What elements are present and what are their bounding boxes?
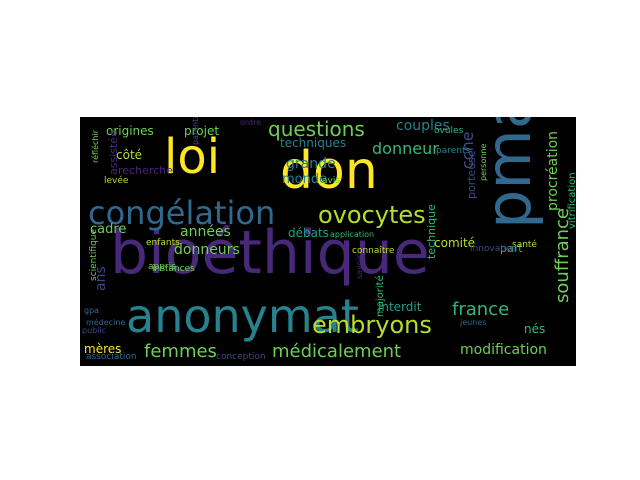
cloud-word: scientifique [89,228,99,281]
cloud-word: parents [436,146,471,156]
cloud-word: france [452,299,510,320]
cloud-word: interdit [378,300,422,314]
cloud-word: technique [425,204,438,259]
cloud-word: santé [512,240,537,250]
cloud-word: vitrification [567,172,576,229]
cloud-word: avis [322,176,341,186]
cloud-word: conception [216,352,266,362]
cloud-word: application [330,230,375,239]
cloud-word: modification [460,342,547,358]
cloud-word: savoir [355,254,364,279]
cloud-word: personne [479,143,488,181]
cloud-word: instances [152,264,195,274]
cloud-word: techniques [280,136,347,150]
cloud-word: monde [282,172,328,187]
cloud-word: enfants [146,238,180,248]
cloud-word: recherche [118,164,173,177]
cloud-word: mères [84,342,122,356]
cloud-word: embryons [312,311,432,339]
cloud-word: levée [104,176,129,186]
cloud-word: don [280,141,378,201]
cloud-word: couples [396,118,450,134]
cloud-word: médicalement [272,341,402,362]
cloud-word: cadre [90,222,127,237]
cloud-word: grande [286,156,336,172]
cloud-word: jeunes [460,318,487,327]
cloud-word: projet [184,124,220,138]
cloud-word: origines [106,124,154,138]
cloud-word: médecine [86,318,126,327]
cloud-word: loi [164,129,221,185]
cloud-word: comité [434,236,476,250]
cloud-word: donneurs [174,242,240,258]
cloud-word: ovocytes [318,201,426,229]
cloud-word: donneur [372,139,439,158]
cloud-word: côté [116,148,143,162]
cloud-word: appris [148,262,176,272]
cloud-word: anonymat [126,289,359,343]
cloud-word: porteuse [465,150,478,199]
cloud-word: ordre [240,118,262,127]
cloud-word: parentalité [191,117,200,145]
cloud-word: congélation [88,194,276,232]
cloud-word: gpa [84,306,100,315]
cloud-word: association [86,352,137,362]
cloud-word: nés [524,322,546,336]
cloud-word: années [180,224,231,240]
cloud-word: réfléchir [91,130,100,163]
cloud-word: public [82,326,107,335]
cloud-word: connaître [352,246,395,256]
cloud-word: femmes [144,341,217,362]
cloud-word: bioéthique [110,218,430,288]
cloud-word: débats [288,226,329,240]
cloud-word: questions [268,117,365,141]
cloud-word: procréation [545,130,561,211]
cloud-word: innovation [470,244,518,254]
cloud-word: part [500,242,523,255]
word-cloud: bioéthique don loi pma anonymat congélation ov… [80,117,576,366]
cloud-word: ovules [434,126,464,136]
cloud-word: majorité [375,275,386,317]
